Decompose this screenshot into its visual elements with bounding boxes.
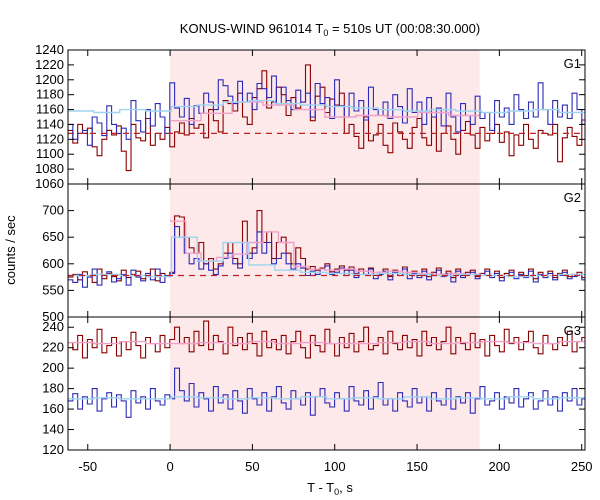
y-tick-label: 220 <box>42 340 64 355</box>
series-pink-g1 <box>170 101 480 122</box>
y-tick-label: 500 <box>42 309 64 324</box>
y-tick-label: 1120 <box>36 131 64 146</box>
y-tick-label: 550 <box>42 282 64 297</box>
series-light_blue-g2 <box>68 236 585 278</box>
panel-label: G1 <box>564 56 581 71</box>
y-tick-label: 200 <box>42 360 64 375</box>
x-tick-label: -50 <box>78 459 97 474</box>
series-blue-g1 <box>68 75 585 146</box>
chart-title: KONUS-WIND 961014 T0 = 510s UT (00:08:30… <box>180 21 480 38</box>
y-axis-label: counts / sec <box>3 215 18 285</box>
x-tick-label: 250 <box>571 459 593 474</box>
y-tick-label: 700 <box>42 203 64 218</box>
y-tick-label: 1060 <box>35 176 64 191</box>
y-tick-label: 1100 <box>36 146 64 161</box>
series-blue-g3 <box>68 367 585 418</box>
y-tick-label: 240 <box>42 319 64 334</box>
y-tick-label: 650 <box>42 229 64 244</box>
series-pink-g3 <box>68 340 585 345</box>
y-tick-label: 160 <box>42 401 64 416</box>
x-axis-label: T - T0, s <box>307 480 353 497</box>
y-tick-label: 1140 <box>36 116 64 131</box>
y-tick-label: 600 <box>42 256 64 271</box>
series-pink-g2 <box>170 220 480 276</box>
y-tick-label: 1220 <box>35 57 64 72</box>
x-tick-label: 100 <box>324 459 346 474</box>
y-tick-label: 1240 <box>35 42 64 57</box>
y-tick-label: 1200 <box>35 72 64 87</box>
y-tick-label: 180 <box>42 381 64 396</box>
highlight-interval <box>170 184 480 317</box>
panel-g2: 500 550 600 650 700 G2 <box>42 183 586 324</box>
y-tick-label: 1080 <box>35 161 64 176</box>
series-dark_red-g3 <box>68 320 585 359</box>
y-tick-label: 1180 <box>36 87 64 102</box>
x-tick-label: 150 <box>406 459 428 474</box>
panels-layer: 1060108011001120114011601180120012201240… <box>35 42 592 474</box>
panel-label: G2 <box>564 190 581 205</box>
panel-frame <box>67 316 586 451</box>
y-tick-label: 140 <box>42 422 64 437</box>
y-tick-label: 120 <box>42 442 64 457</box>
panel-label: G3 <box>564 323 581 338</box>
series-light_blue-g3 <box>68 396 585 400</box>
y-tick-label: 1160 <box>36 102 64 117</box>
panel-g1: 1060108011001120114011601180120012201240… <box>35 42 586 191</box>
series-light_blue-g1 <box>68 99 585 114</box>
x-tick-label: 0 <box>166 459 173 474</box>
x-tick-label: 200 <box>489 459 511 474</box>
panel-g3: 120 140 160 180 200 220 240 G3 <box>42 316 586 457</box>
x-tick-label: 50 <box>245 459 259 474</box>
series-blue-g2 <box>68 226 585 288</box>
